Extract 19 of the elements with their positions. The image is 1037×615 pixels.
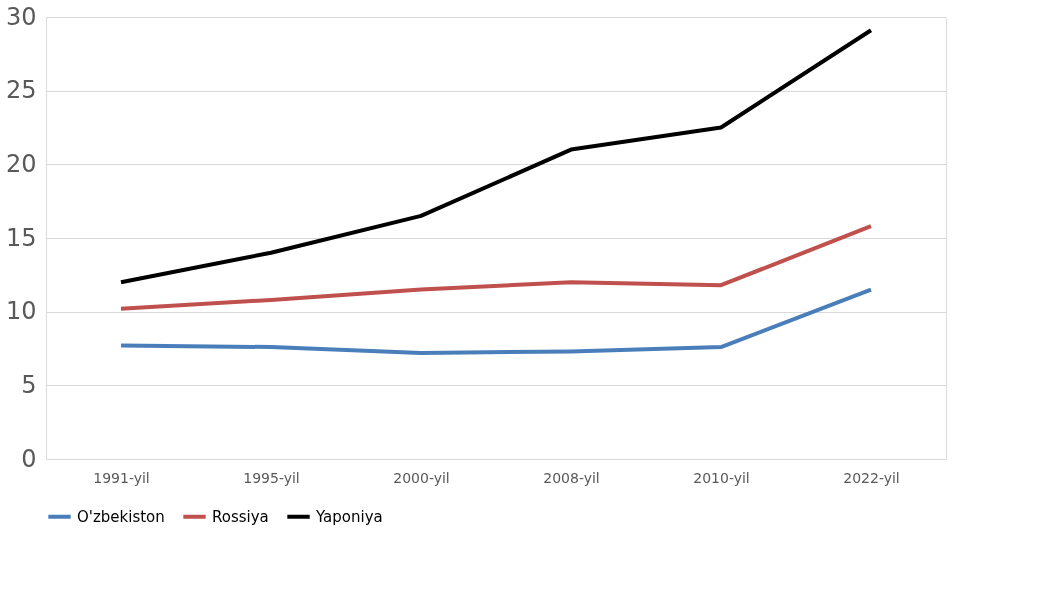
x-tick-label: 1991-yil [93,469,150,486]
x-tick-label: 2022-yil [843,469,900,486]
line-series [119,224,873,311]
legend-label: Rossiya [212,507,269,526]
y-tick-label: 5 [21,370,37,399]
x-tick-label: 2010-yil [693,469,750,486]
y-tick-label: 20 [5,149,37,178]
y-tick-label: 25 [5,76,37,105]
x-tick-label: 2000-yil [393,469,450,486]
line-series [119,287,873,355]
x-tick-label: 1995-yil [243,469,300,486]
line-series [119,28,873,285]
legend-label: O'zbekiston [77,507,165,526]
y-tick-label: 10 [5,297,37,326]
y-tick-label: 15 [5,223,37,252]
y-tick-label: 30 [5,2,37,31]
legend-label: Yaponiya [315,507,383,526]
x-tick-label: 2008-yil [543,469,600,486]
y-tick-label: 0 [21,444,37,473]
